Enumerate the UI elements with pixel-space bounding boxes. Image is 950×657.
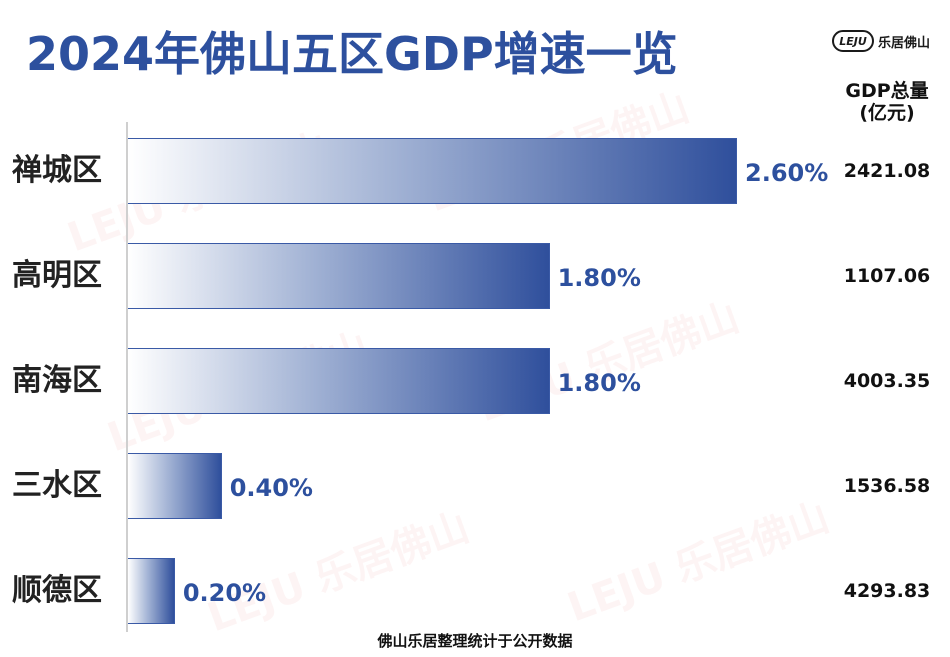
bar: [128, 558, 175, 624]
value-label: 2.60%: [745, 159, 829, 187]
watermark-logo: LEJU 乐居佛山: [561, 494, 836, 632]
gdp-header-line1: GDP总量: [845, 80, 929, 102]
value-label: 1.80%: [557, 369, 641, 397]
bar: [128, 348, 550, 414]
bar: [128, 138, 737, 204]
category-label: 顺德区: [12, 573, 102, 608]
gdp-header-line2: (亿元): [859, 102, 915, 124]
category-label: 南海区: [12, 363, 102, 398]
value-label: 0.40%: [229, 474, 313, 502]
watermark-logo: LEJU 乐居佛山: [201, 504, 476, 642]
category-axis-line: [126, 122, 128, 632]
category-label: 禅城区: [12, 153, 102, 188]
brand-name: 乐居佛山: [878, 35, 931, 51]
value-label: 1.80%: [557, 264, 641, 292]
category-label: 三水区: [12, 468, 102, 503]
bar: [128, 453, 222, 519]
gdp-column-header: GDP总量 (亿元): [832, 80, 942, 124]
brand-logo: LEJU 乐居佛山: [832, 28, 930, 54]
category-label: 高明区: [12, 258, 102, 293]
gdp-total-value: 1107.06: [843, 265, 931, 287]
gdp-total-value: 4003.35: [843, 370, 931, 392]
leju-logo-icon: LEJU: [832, 30, 874, 52]
chart-title: 2024年佛山五区GDP增速一览: [26, 27, 678, 81]
gdp-total-value: 2421.08: [843, 160, 931, 182]
value-label: 0.20%: [182, 579, 267, 607]
bar: [128, 243, 550, 309]
gdp-total-value: 1536.58: [843, 475, 931, 497]
source-footnote: 佛山乐居整理统计于公开数据: [377, 632, 573, 650]
gdp-total-value: 4293.83: [843, 580, 931, 602]
